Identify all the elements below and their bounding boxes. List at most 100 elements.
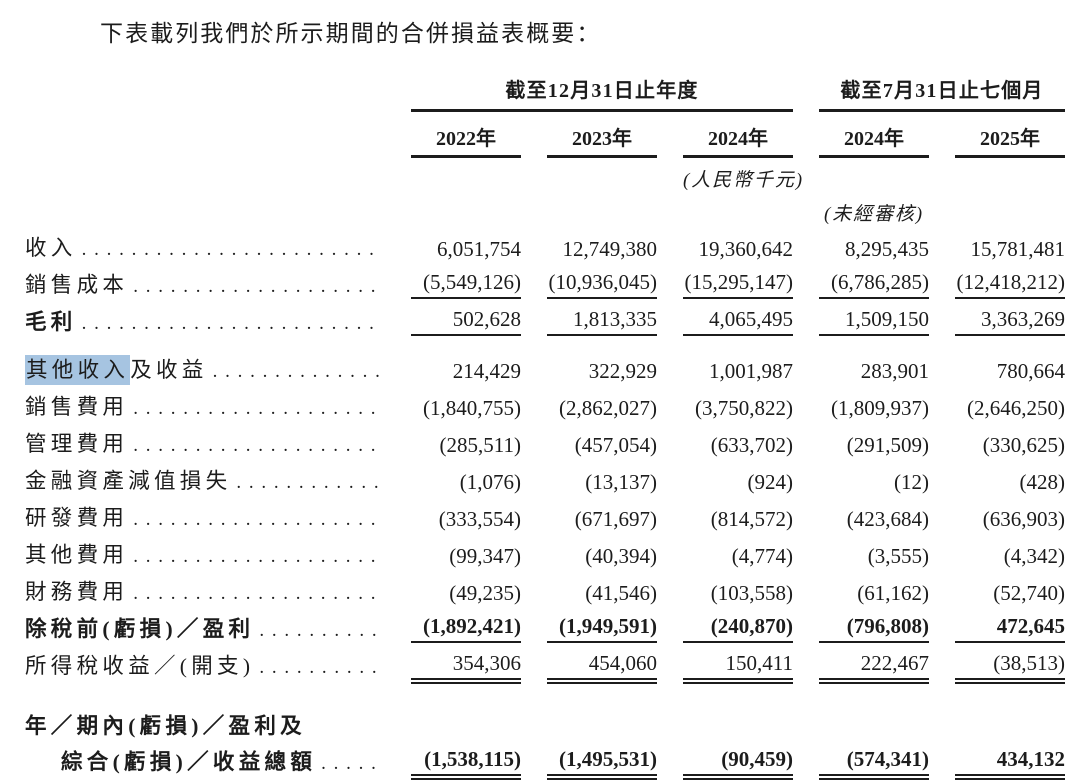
row-label: 所得稅收益／(開支)	[25, 654, 255, 678]
cell-value: (333,554)	[438, 507, 521, 531]
cell-value: (1,076)	[459, 470, 521, 494]
cell-value: (2,862,027)	[559, 396, 657, 420]
period-group-row: 截至12月31日止年度 截至7月31日止七個月	[25, 72, 1066, 114]
row-label: 銷售成本	[25, 273, 129, 297]
cell-value: (38,513)	[955, 651, 1066, 684]
dot-leader	[82, 313, 382, 335]
cell-value: (428)	[1019, 470, 1066, 494]
cell-value: 1,813,335	[547, 307, 657, 336]
table-row: 其他費用 (99,347) (40,394) (4,774) (3,555) (…	[25, 535, 1065, 572]
currency-unit-note: (人民幣千元)	[683, 170, 804, 191]
cell-value: (1,840,755)	[423, 396, 521, 420]
dot-leader	[133, 435, 382, 457]
cell-value: (574,341)	[819, 747, 930, 780]
cell-value: 1,509,150	[819, 307, 930, 336]
cell-value: (99,347)	[449, 544, 521, 568]
cell-value: (285,511)	[439, 433, 521, 457]
cell-value: (4,774)	[731, 544, 794, 568]
table-header: 截至12月31日止年度 截至7月31日止七個月 2022年 2023年 2024…	[25, 72, 1066, 228]
row-label: 管理費用	[25, 432, 129, 456]
highlighted-text: 其他收入	[25, 355, 131, 385]
cell-value: 19,360,642	[698, 237, 794, 261]
table-row: 銷售成本 (5,549,126) (10,936,045) (15,295,14…	[25, 265, 1066, 302]
dot-leader	[133, 276, 382, 298]
cell-value: (40,394)	[585, 544, 657, 568]
period-group-annual: 截至12月31日止年度	[411, 74, 794, 112]
table-row: 所得稅收益／(開支) 354,306 454,060 150,411 222,4…	[25, 646, 1066, 706]
year-header-row: 2022年 2023年 2024年 2024年 2025年	[25, 114, 1066, 160]
cell-value: 4,065,495	[683, 307, 794, 336]
cell-value: (49,235)	[449, 581, 521, 605]
cell-value: (330,625)	[982, 433, 1066, 457]
cell-value: (6,786,285)	[819, 270, 930, 299]
cell-value: (10,936,045)	[547, 270, 657, 299]
row-label: 銷售費用	[25, 395, 129, 419]
cell-value: 3,363,269	[955, 307, 1066, 336]
cell-value: (3,750,822)	[695, 396, 794, 420]
period-group-seven-months: 截至7月31日止七個月	[819, 74, 1066, 112]
cell-value: 780,664	[996, 359, 1066, 383]
cell-value: 1,001,987	[709, 359, 794, 383]
cell-value: 322,929	[588, 359, 657, 383]
cell-value: (1,892,421)	[411, 614, 521, 643]
cell-value: 434,132	[955, 747, 1066, 780]
cell-value: (12,418,212)	[955, 270, 1066, 299]
cell-value: 222,467	[819, 651, 930, 684]
cell-value: (90,459)	[683, 747, 794, 780]
table-row: 年／期內(虧損)／盈利及 綜合(虧損)／收益總額 (1,538,115) (1,…	[25, 706, 1066, 780]
dot-leader	[133, 398, 382, 420]
row-label: 收入	[25, 236, 77, 260]
cell-value: 6,051,754	[437, 237, 521, 261]
cell-value: (41,546)	[585, 581, 657, 605]
row-label: 除稅前(虧損)／盈利	[25, 617, 255, 641]
cell-value: 283,901	[860, 359, 930, 383]
cell-value: 454,060	[547, 651, 657, 684]
cell-value: (924)	[747, 470, 794, 494]
table-row: 研發費用 (333,554) (671,697) (814,572) (423,…	[25, 498, 1065, 535]
cell-value: (4,342)	[1003, 544, 1066, 568]
dot-leader	[133, 546, 382, 568]
row-label: 其他費用	[25, 543, 129, 567]
cell-value: (1,495,531)	[547, 747, 657, 780]
cell-value: 502,628	[411, 307, 521, 336]
cell-value: (52,740)	[993, 581, 1066, 605]
cell-value: (636,903)	[982, 507, 1066, 531]
row-label: 金融資產減值損失	[25, 469, 232, 493]
dot-leader	[321, 753, 382, 775]
dot-leader	[133, 509, 382, 531]
table-row: 收入 6,051,754 12,749,380 19,360,642 8,295…	[25, 228, 1065, 265]
year-header-2022: 2022年	[411, 116, 521, 158]
cell-value: (796,808)	[819, 614, 930, 643]
year-header-2024: 2024年	[683, 116, 794, 158]
cell-value: (1,538,115)	[411, 747, 521, 780]
table-row: 毛利 502,628 1,813,335 4,065,495 1,509,150…	[25, 302, 1066, 350]
cell-value: 214,429	[452, 359, 521, 383]
dot-leader	[259, 657, 382, 679]
cell-value: 472,645	[955, 614, 1066, 643]
dot-leader	[82, 239, 382, 261]
cell-value: (291,509)	[846, 433, 930, 457]
cell-value: 354,306	[411, 651, 521, 684]
cell-value: 15,781,481	[970, 237, 1066, 261]
row-label: 其他收入及收益	[25, 353, 208, 385]
dot-leader	[259, 620, 382, 642]
cell-value: (633,702)	[710, 433, 794, 457]
cell-value: (814,572)	[710, 507, 794, 531]
dot-leader	[213, 361, 382, 383]
unit-note-row: (人民幣千元)	[25, 160, 1065, 194]
table-row: 除稅前(虧損)／盈利 (1,892,421) (1,949,591) (240,…	[25, 609, 1066, 646]
cell-value: 8,295,435	[845, 237, 930, 261]
table-row: 其他收入及收益 214,429 322,929 1,001,987 283,90…	[25, 350, 1065, 387]
cell-value: (671,697)	[574, 507, 657, 531]
year-header-2025: 2025年	[955, 116, 1066, 158]
unaudited-note-row: (未經審核)	[25, 194, 1065, 228]
cell-value: (457,054)	[574, 433, 657, 457]
cell-value: 12,749,380	[562, 237, 658, 261]
cell-value: (103,558)	[710, 581, 794, 605]
table-row: 銷售費用 (1,840,755) (2,862,027) (3,750,822)…	[25, 387, 1065, 424]
table-row: 財務費用 (49,235) (41,546) (103,558) (61,162…	[25, 572, 1065, 609]
table-row: 金融資產減值損失 (1,076) (13,137) (924) (12) (42…	[25, 461, 1065, 498]
dot-leader	[133, 583, 382, 605]
cell-value: (61,162)	[857, 581, 930, 605]
